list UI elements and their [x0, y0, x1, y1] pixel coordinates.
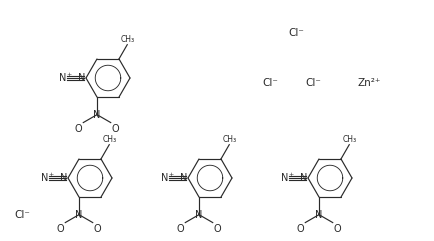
Text: Cl⁻: Cl⁻: [261, 78, 277, 88]
Text: N: N: [195, 210, 202, 220]
Text: O: O: [333, 224, 341, 234]
Text: O: O: [112, 124, 119, 134]
Text: Cl⁻: Cl⁻: [304, 78, 320, 88]
Text: N: N: [93, 110, 100, 120]
Text: +: +: [288, 172, 293, 176]
Text: N: N: [299, 173, 306, 183]
Text: N: N: [75, 210, 82, 220]
Text: O: O: [75, 124, 82, 134]
Text: CH₃: CH₃: [120, 35, 134, 44]
Text: Cl⁻: Cl⁻: [14, 210, 30, 220]
Text: Cl⁻: Cl⁻: [287, 28, 303, 38]
Text: N: N: [280, 173, 288, 183]
Text: O: O: [93, 224, 101, 234]
Text: CH₃: CH₃: [342, 135, 355, 144]
Text: N: N: [179, 173, 187, 183]
Text: O: O: [213, 224, 221, 234]
Text: CH₃: CH₃: [102, 135, 116, 144]
Text: +: +: [168, 172, 174, 176]
Text: Zn²⁺: Zn²⁺: [357, 78, 381, 88]
Text: +: +: [49, 172, 54, 176]
Text: +: +: [66, 72, 72, 76]
Text: N: N: [315, 210, 322, 220]
Text: O: O: [56, 224, 64, 234]
Text: N: N: [59, 173, 67, 183]
Text: N: N: [161, 173, 168, 183]
Text: N: N: [41, 173, 48, 183]
Text: N: N: [59, 73, 66, 83]
Text: CH₃: CH₃: [222, 135, 236, 144]
Text: O: O: [176, 224, 184, 234]
Text: N: N: [77, 73, 85, 83]
Text: O: O: [296, 224, 303, 234]
